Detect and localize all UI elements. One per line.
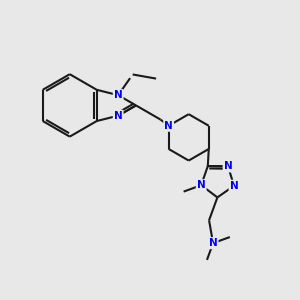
- Text: N: N: [209, 238, 218, 248]
- Text: N: N: [164, 121, 173, 131]
- Text: N: N: [224, 161, 233, 171]
- Text: N: N: [230, 181, 238, 191]
- Text: N: N: [114, 111, 123, 121]
- Text: N: N: [114, 90, 123, 100]
- Text: N: N: [197, 180, 206, 190]
